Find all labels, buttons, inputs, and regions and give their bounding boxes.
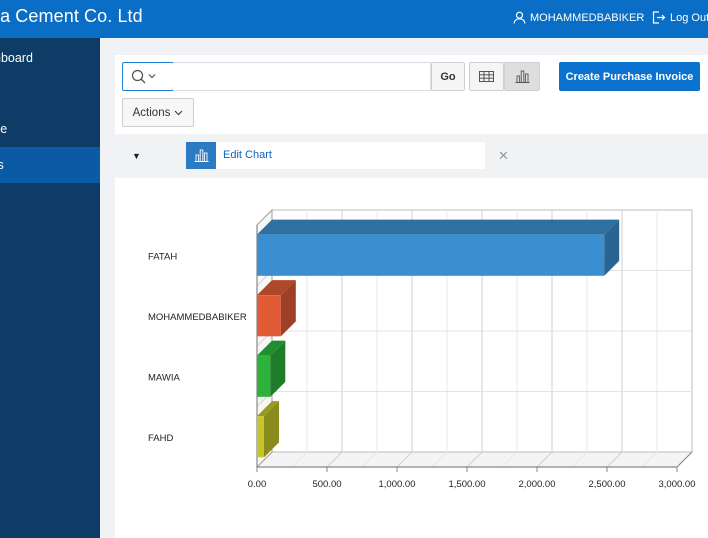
x-axis-edge — [676, 451, 693, 468]
gridline-floor — [396, 451, 413, 468]
bar-top — [257, 401, 279, 417]
x-tick-label: 2,500.00 — [589, 479, 626, 490]
y-tick-label: MAWIA — [148, 372, 181, 383]
gridline-floor — [291, 451, 308, 468]
logout-label: Log Out — [670, 11, 708, 24]
chart-view-button[interactable] — [504, 62, 540, 91]
go-button[interactable]: Go — [431, 62, 465, 91]
y-tick-label: FAHD — [148, 433, 173, 444]
x-tick-label: 1,500.00 — [449, 479, 486, 490]
bar-top — [257, 280, 296, 296]
bar-chart-icon — [194, 149, 208, 162]
username: MOHAMMEDBABIKER — [530, 11, 645, 24]
gridline-floor — [326, 451, 343, 468]
gridline-floor — [536, 451, 553, 468]
x-tick-label: 0.00 — [248, 479, 267, 490]
edit-chart-icon[interactable] — [186, 142, 216, 169]
bar-end — [280, 280, 296, 337]
search-input[interactable] — [173, 62, 431, 91]
bar — [257, 355, 271, 397]
logout-icon — [652, 11, 666, 24]
edit-chart-link[interactable]: Edit Chart — [223, 149, 272, 161]
grid-view-button[interactable] — [469, 62, 504, 91]
sidebar-item-label: nboard — [0, 51, 33, 65]
gridline-floor — [466, 451, 483, 468]
sidebar-item-label: ts — [0, 158, 4, 172]
gridline-floor — [606, 451, 623, 468]
search-column-selector[interactable] — [122, 62, 174, 91]
gridline-floor — [641, 451, 658, 468]
bar-chart: 0.00 500.00 1,000.00 1,500.00 2,000.00 2,500.… — [148, 208, 696, 490]
chevron-down-icon — [148, 74, 156, 79]
user-menu[interactable]: MOHAMMEDBABIKER — [513, 11, 644, 24]
search-icon — [131, 69, 156, 84]
app-title[interactable]: ra Cement Co. Ltd — [0, 6, 143, 26]
sidebar-item-purchase[interactable]: se — [0, 111, 100, 147]
y-tick-label: FATAH — [148, 251, 177, 262]
bar-end — [604, 219, 620, 276]
sidebar-item-label: se — [0, 122, 8, 136]
bar-top — [257, 340, 286, 356]
gridline-floor — [501, 451, 518, 468]
collapse-toggle-icon[interactable]: ▼ — [132, 151, 141, 161]
user-icon — [513, 11, 526, 24]
x-tick-label: 3,000.00 — [659, 479, 696, 490]
gridline-floor — [431, 451, 448, 468]
edit-chart-control[interactable] — [186, 142, 485, 169]
bar-chart-icon — [515, 70, 529, 83]
table-icon — [479, 71, 494, 82]
sidebar-item-dashboard[interactable]: nboard — [0, 40, 100, 76]
bar — [257, 295, 281, 337]
bar-end — [264, 401, 279, 458]
sidebar-item-reports[interactable]: ts — [0, 147, 100, 183]
app-header: ra Cement Co. Ltd MOHAMMEDBABIKER Log Ou… — [0, 0, 708, 38]
actions-label: Actions — [132, 106, 171, 119]
bar-end — [270, 340, 286, 397]
create-purchase-invoice-button[interactable]: Create Purchase Invoice — [559, 62, 700, 91]
chevron-down-icon — [174, 110, 183, 115]
bar-top — [257, 219, 620, 235]
x-tick-label: 500.00 — [312, 479, 341, 490]
logout-link[interactable]: Log Out — [652, 11, 708, 24]
x-tick-label: 1,000.00 — [379, 479, 416, 490]
close-icon[interactable]: ✕ — [498, 148, 509, 163]
bar — [257, 234, 605, 276]
bar — [257, 416, 264, 458]
sidebar: nboard se ts — [0, 38, 100, 538]
x-tick-label: 2,000.00 — [519, 479, 556, 490]
gridline-floor — [361, 451, 378, 468]
gridline-floor — [571, 451, 588, 468]
y-tick-label: MOHAMMEDBABIKER — [148, 312, 247, 323]
actions-menu-button[interactable]: Actions — [122, 98, 194, 127]
